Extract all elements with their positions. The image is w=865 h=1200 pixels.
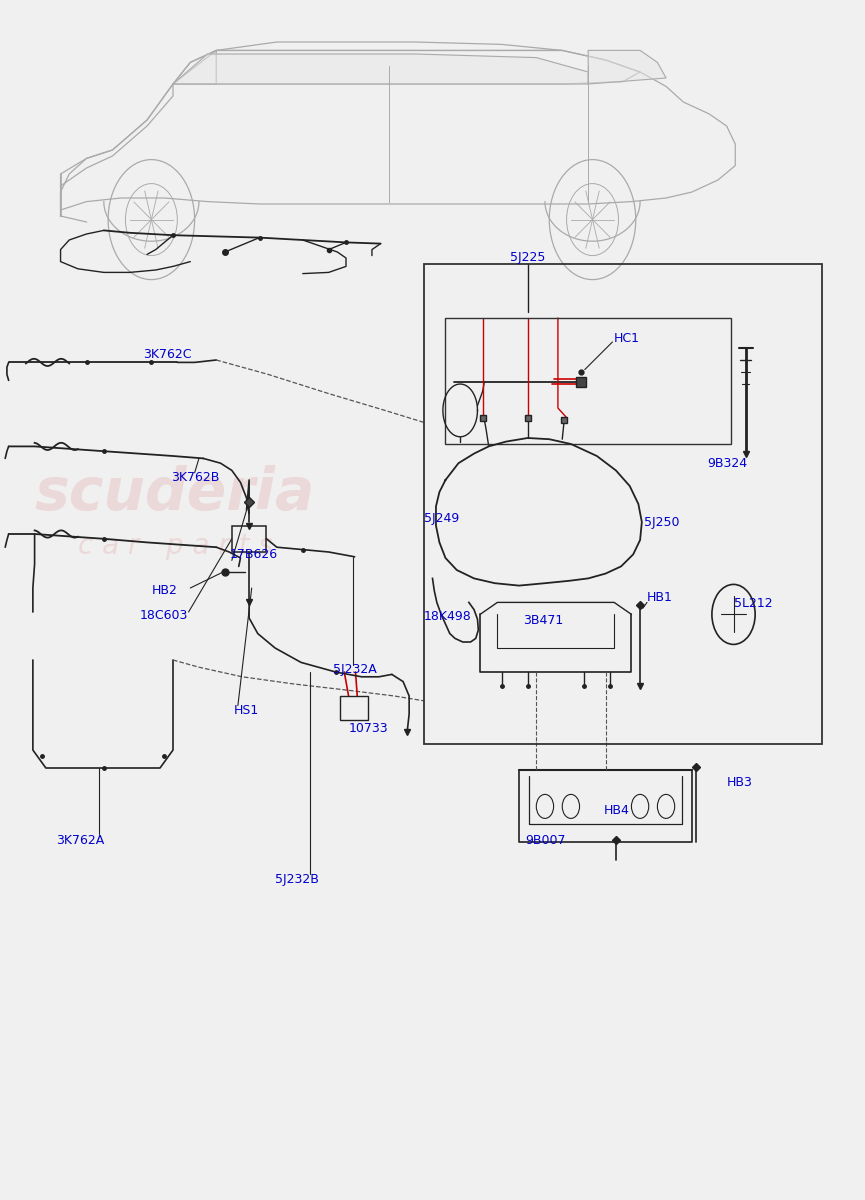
Bar xyxy=(445,318,731,444)
Text: 10733: 10733 xyxy=(349,722,388,734)
Text: HB1: HB1 xyxy=(647,592,673,604)
Text: HB4: HB4 xyxy=(604,804,630,816)
Text: 3K762C: 3K762C xyxy=(143,348,191,360)
Text: HS1: HS1 xyxy=(234,704,259,716)
Text: HB3: HB3 xyxy=(727,776,753,788)
Text: HB2: HB2 xyxy=(152,584,178,596)
Text: 9B324: 9B324 xyxy=(708,457,747,469)
Text: 5J232B: 5J232B xyxy=(275,874,319,886)
Polygon shape xyxy=(173,54,588,84)
Text: c a r   p a r t s: c a r p a r t s xyxy=(78,533,272,560)
Text: 18K498: 18K498 xyxy=(424,611,471,623)
Text: 5J250: 5J250 xyxy=(644,516,680,528)
Text: 3B471: 3B471 xyxy=(523,614,564,626)
Text: 5L212: 5L212 xyxy=(734,598,772,610)
Bar xyxy=(340,696,368,720)
Text: scuderia: scuderia xyxy=(35,464,315,522)
Bar xyxy=(424,264,822,744)
Text: 18C603: 18C603 xyxy=(140,610,189,622)
Text: 9B007: 9B007 xyxy=(525,834,566,846)
Text: 5J225: 5J225 xyxy=(510,252,546,264)
Text: 5J232A: 5J232A xyxy=(333,664,377,676)
Text: HC1: HC1 xyxy=(614,332,640,344)
Text: 17B626: 17B626 xyxy=(229,548,278,560)
Polygon shape xyxy=(588,50,666,84)
Text: 3K762B: 3K762B xyxy=(171,472,220,484)
Text: 5J249: 5J249 xyxy=(424,512,459,524)
Text: 3K762A: 3K762A xyxy=(56,834,105,846)
Bar xyxy=(232,526,266,552)
